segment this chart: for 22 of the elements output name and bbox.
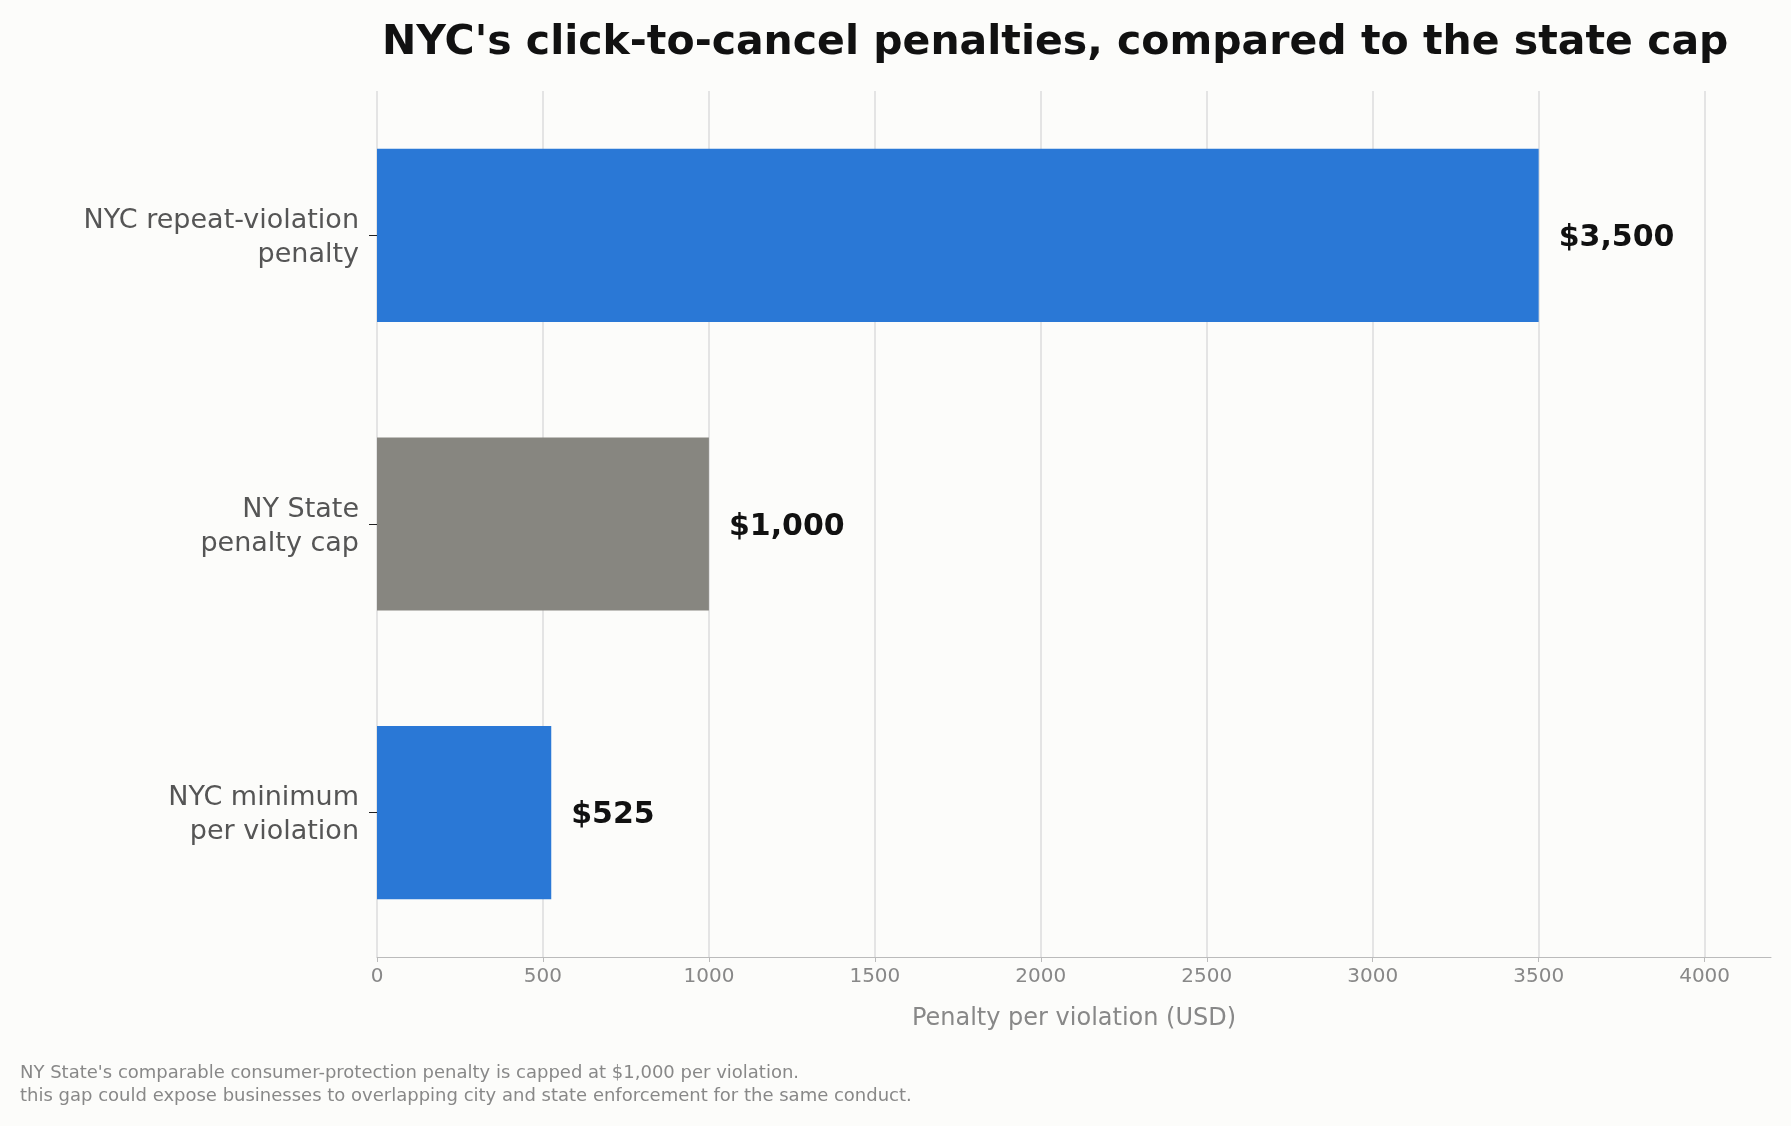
x-tick-label: 1000 [683, 963, 735, 987]
y-tick-label: NY State penalty cap [200, 491, 359, 557]
x-tick-label: 4000 [1679, 963, 1731, 987]
x-tick-label: 1500 [849, 963, 901, 987]
bar [377, 148, 1539, 322]
y-tick-label: NYC repeat-violation penalty [83, 202, 360, 268]
x-tick-label: 0 [370, 963, 384, 987]
x-tick-label: 2500 [1181, 963, 1233, 987]
bar [377, 726, 552, 900]
data-label: $3,500 [1558, 217, 1675, 253]
text: this gap could expose businesses to overlapping city and state enforcement for the same conduct. [20, 1083, 912, 1106]
chart-title: NYC's click-to-cancel penalties, compared to the state cap [382, 15, 1729, 64]
x-tick-label: 3500 [1513, 963, 1565, 987]
y-tick-label: NYC minimum per violation [168, 780, 359, 846]
x-tick-label: 500 [523, 963, 563, 987]
data-label: $525 [571, 795, 655, 831]
x-tick-label: 2000 [1015, 963, 1067, 987]
x-tick-label: 3000 [1347, 963, 1399, 987]
bar [377, 437, 709, 611]
text: NY State's comparable consumer-protection penalty is capped at $1,000 per violation. [20, 1060, 801, 1083]
x-axis-title: Penalty per violation (USD) [911, 1003, 1237, 1031]
data-label: $1,000 [728, 506, 845, 542]
